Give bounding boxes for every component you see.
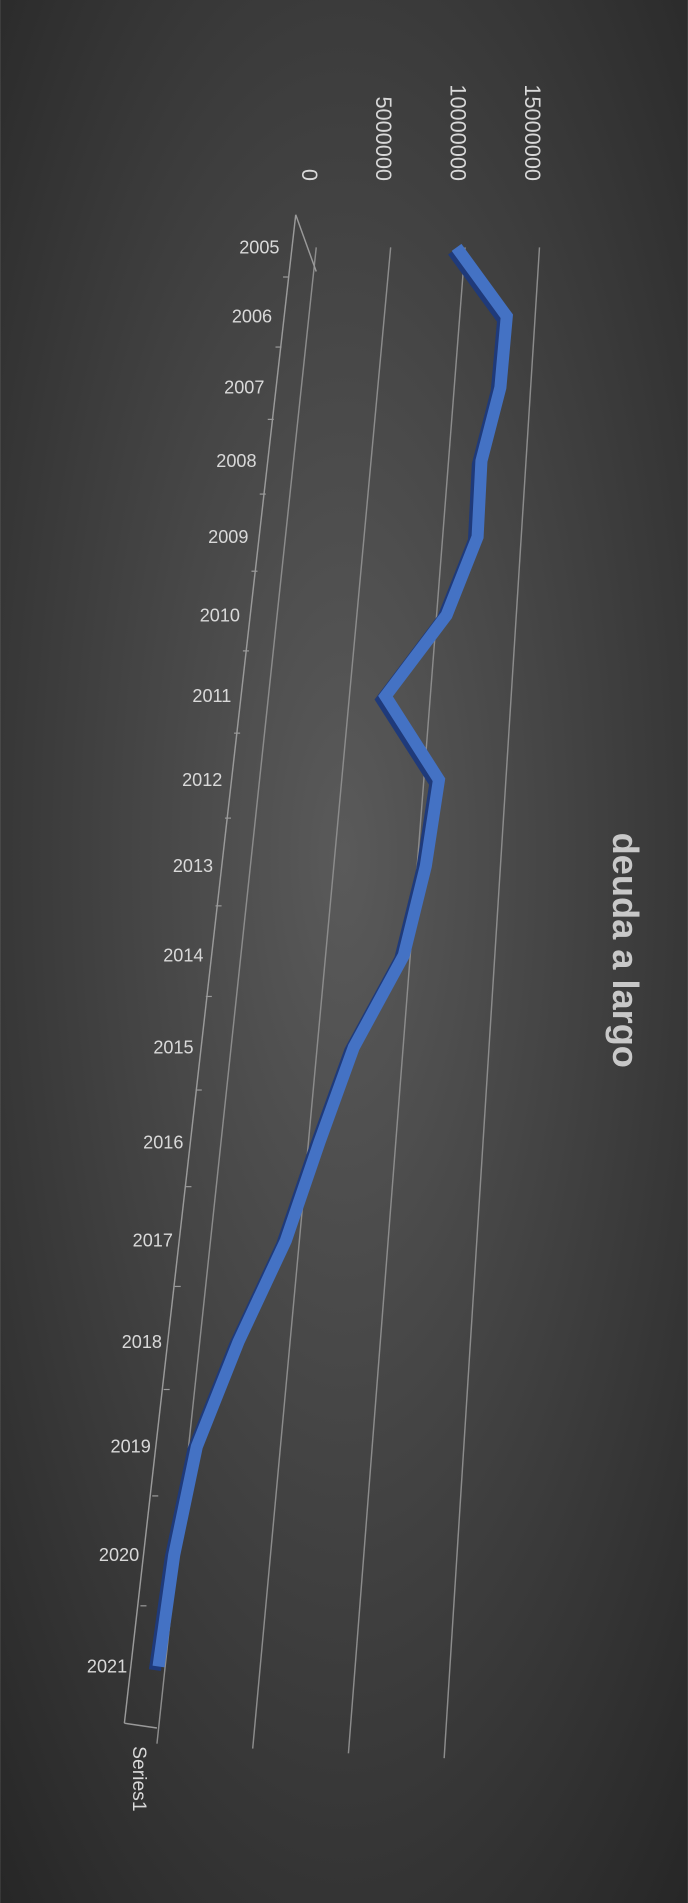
y-tick-label: 15000000 bbox=[520, 84, 545, 181]
x-axis-line bbox=[124, 1722, 158, 1729]
grid-line bbox=[347, 247, 466, 1754]
x-tick-label: 2009 bbox=[208, 527, 248, 547]
x-tick-label: 2013 bbox=[173, 856, 213, 876]
x-tick-label: 2017 bbox=[133, 1231, 173, 1251]
y-tick-label: 0 bbox=[297, 169, 322, 181]
x-tick-label: 2007 bbox=[224, 377, 264, 397]
x-tick-label: 2014 bbox=[163, 945, 203, 965]
x-tick-label: 2021 bbox=[87, 1657, 127, 1677]
x-tick-label: 2018 bbox=[122, 1332, 162, 1352]
chart-title: deuda a largo bbox=[605, 833, 646, 1068]
x-tick-label: 2008 bbox=[216, 451, 256, 471]
grid-line bbox=[443, 247, 541, 1759]
x-axis-line bbox=[295, 214, 317, 272]
x-tick-label: 2016 bbox=[143, 1132, 183, 1152]
x-tick-label: 2006 bbox=[232, 306, 272, 326]
x-tick-label: 2005 bbox=[239, 237, 279, 257]
series-line bbox=[152, 243, 513, 1668]
x-tick-label: 2010 bbox=[200, 605, 240, 625]
x-tick-label: 2019 bbox=[111, 1437, 151, 1457]
x-tick-label: 2015 bbox=[153, 1037, 193, 1057]
x-tick-label: 2012 bbox=[182, 770, 222, 790]
x-tick-label: 2020 bbox=[99, 1545, 139, 1565]
y-tick-label: 10000000 bbox=[446, 84, 471, 181]
y-tick-label: 5000000 bbox=[371, 96, 396, 181]
x-axis-line bbox=[123, 214, 297, 1724]
grid-line bbox=[251, 247, 392, 1749]
x-tick-label: 2011 bbox=[192, 686, 231, 706]
legend-label: Series1 bbox=[128, 1746, 149, 1811]
